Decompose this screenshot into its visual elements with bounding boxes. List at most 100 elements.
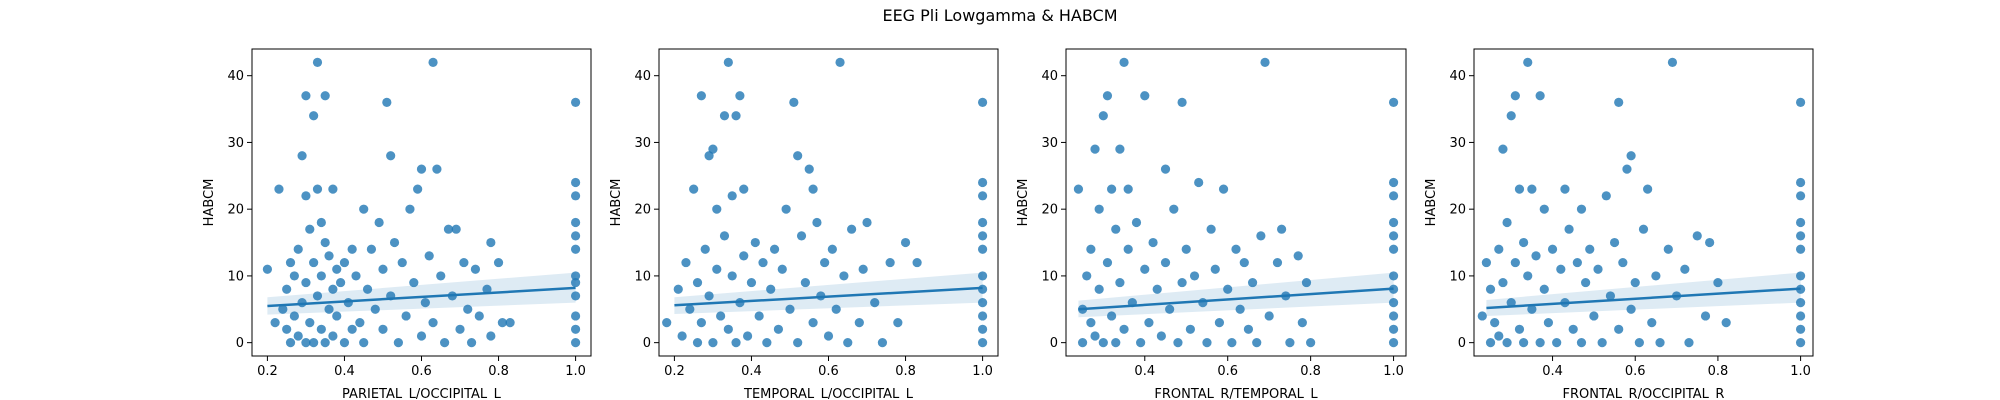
data-point [1477, 311, 1487, 321]
data-point [723, 57, 733, 67]
data-point [685, 304, 695, 314]
data-point [1519, 237, 1529, 248]
data-point [808, 318, 818, 328]
y-tick-label: 20 [634, 203, 651, 218]
data-point [1148, 237, 1158, 248]
data-point [843, 338, 853, 348]
data-point [1181, 244, 1191, 254]
data-point [893, 318, 903, 328]
data-point [681, 257, 691, 268]
data-point [324, 304, 334, 314]
data-point [1115, 277, 1125, 288]
data-point [285, 257, 296, 268]
data-point [739, 251, 749, 261]
x-axis-label: FRONTAL_R/OCCIPITAL_R [1563, 387, 1725, 400]
data-point [1626, 304, 1636, 314]
plot-area [662, 57, 988, 348]
data-point [1585, 244, 1595, 254]
data-point [731, 338, 741, 348]
data-point [1388, 217, 1399, 228]
data-point [712, 204, 722, 214]
data-point [823, 331, 834, 341]
data-point [463, 304, 473, 314]
y-axis-label: HABCM [609, 179, 624, 227]
data-point [1388, 271, 1399, 281]
data-point [1597, 338, 1607, 348]
data-point [847, 224, 857, 234]
data-point [708, 338, 718, 348]
data-point [1210, 264, 1220, 274]
data-point [1614, 324, 1624, 334]
data-point [1506, 298, 1516, 308]
data-point [1543, 318, 1554, 328]
chart-panel-3: 0.4 0.6 0.8 1.0 0 10 20 30 40 FRONTAL_R/TEMPORAL_… [1016, 48, 1407, 400]
data-point [912, 257, 922, 268]
data-point [1795, 231, 1806, 241]
data-point [1388, 244, 1399, 254]
data-point [1388, 191, 1399, 201]
data-point [320, 237, 330, 248]
data-point [297, 151, 307, 161]
data-point [692, 277, 703, 288]
y-axis-label: HABCM [1016, 179, 1031, 227]
data-point [1560, 184, 1570, 194]
data-point [977, 97, 988, 107]
data-point [1552, 338, 1562, 348]
data-point [758, 257, 768, 268]
data-point [1388, 311, 1399, 321]
data-point [1494, 244, 1504, 254]
data-point [1189, 271, 1200, 281]
data-point [1680, 264, 1690, 274]
data-point [570, 97, 581, 107]
data-point [309, 111, 319, 121]
data-point [1795, 324, 1806, 334]
y-tick-label: 40 [1449, 69, 1466, 84]
data-point [1086, 318, 1096, 328]
data-point [1136, 338, 1146, 348]
data-point [570, 191, 581, 201]
y-tick-label: 10 [1449, 269, 1466, 284]
data-point [858, 264, 868, 274]
data-point [1618, 257, 1628, 268]
data-point [570, 231, 581, 241]
data-point [1692, 231, 1702, 241]
y-tick-label: 0 [1458, 336, 1466, 351]
data-point [677, 331, 687, 341]
data-point [312, 291, 323, 301]
data-point [320, 338, 330, 348]
x-axis-label: PARIETAL_L/OCCIPITAL_L [342, 387, 502, 400]
x-tick-label: 0.4 [1134, 364, 1155, 379]
data-point [416, 331, 427, 341]
x-tick-label: 0.4 [741, 364, 762, 379]
data-point [1301, 277, 1312, 288]
regression-line [267, 286, 576, 308]
x-tick-label: 0.6 [1217, 364, 1238, 379]
data-point [1272, 257, 1283, 268]
data-point [1502, 338, 1512, 348]
data-point [1527, 304, 1537, 314]
data-point [1388, 231, 1399, 241]
data-point [1231, 244, 1241, 254]
data-point [1490, 318, 1500, 328]
data-point [1485, 284, 1496, 294]
data-point [459, 257, 469, 268]
data-point [339, 338, 350, 348]
data-point [662, 318, 672, 328]
data-point [1388, 177, 1399, 188]
data-point [1622, 164, 1632, 174]
data-point [1581, 277, 1591, 288]
data-point [1264, 311, 1274, 321]
data-point [700, 244, 710, 254]
data-point [1102, 257, 1113, 268]
data-point [796, 231, 807, 241]
data-point [413, 184, 423, 194]
y-axis-label: HABCM [1424, 179, 1439, 227]
data-point [270, 318, 280, 328]
data-point [274, 184, 284, 194]
data-point [1700, 311, 1711, 321]
data-point [1293, 251, 1303, 261]
data-point [305, 318, 315, 328]
data-point [854, 318, 864, 328]
confidence-band [674, 272, 983, 314]
data-point [1169, 204, 1179, 214]
